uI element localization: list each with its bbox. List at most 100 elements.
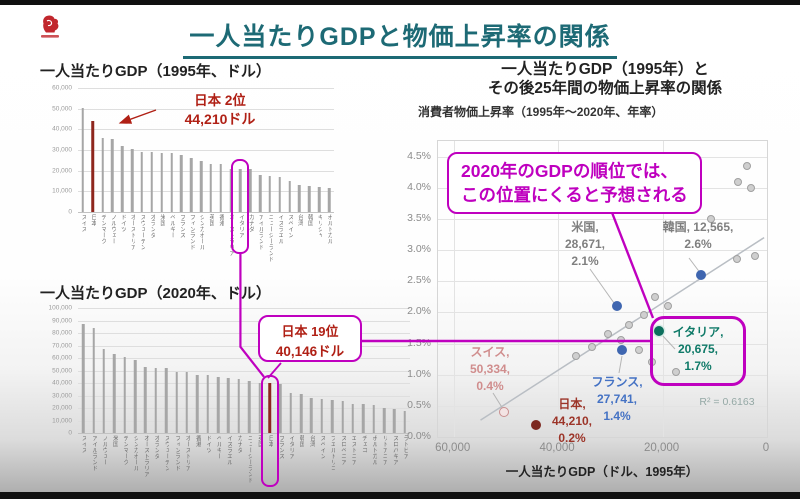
scatter-x-axis-title: 一人当たりGDP（ドル、1995年） bbox=[505, 465, 699, 479]
scatter-label-line: スイス, bbox=[470, 345, 510, 359]
bar-label: カナダ bbox=[247, 214, 254, 232]
magenta-highlight-日本 bbox=[260, 374, 279, 487]
bar-スイス bbox=[81, 324, 85, 433]
bar-column: 英国 bbox=[254, 308, 264, 447]
bar-オランダ bbox=[150, 152, 154, 212]
scatter-gridline-v bbox=[662, 141, 664, 437]
bar-label: オーストリア bbox=[184, 435, 191, 471]
bar-column: 香港 bbox=[192, 308, 202, 447]
letterbox-top bbox=[0, 0, 800, 5]
bar-デンマーク bbox=[123, 356, 126, 433]
scatter-point bbox=[635, 345, 644, 354]
scatter-label-line: フランス, bbox=[591, 375, 643, 389]
bar-label: アイルランド bbox=[257, 214, 264, 250]
scatter-label-line: 28,671, bbox=[564, 237, 606, 251]
bar-label: シンガポール bbox=[198, 214, 205, 250]
scatter-title-line1: 一人当たりGDP（1995年）と bbox=[501, 61, 709, 78]
bar-label: ドイツ bbox=[119, 214, 126, 232]
scatter-label-フランス: フランス, 27,741, 1.4% bbox=[582, 374, 652, 425]
scatter-gridline-h bbox=[438, 405, 767, 407]
bar-ノルウェー bbox=[102, 348, 106, 433]
logo-crest-icon bbox=[40, 15, 60, 45]
scatter-y-tick: 0.0% bbox=[407, 430, 431, 442]
bar-label: デンマーク bbox=[99, 214, 106, 244]
bar-シンガポール bbox=[199, 160, 203, 212]
bar-ドイツ bbox=[206, 375, 209, 433]
bar-エストニア bbox=[351, 403, 355, 433]
scatter-label-line: 米国, bbox=[571, 220, 599, 234]
bar-label: 韓国 bbox=[306, 214, 313, 226]
bar-ドイツ bbox=[121, 145, 124, 212]
gridline bbox=[78, 129, 334, 131]
bar-フランス bbox=[279, 384, 282, 433]
leader-france bbox=[618, 355, 623, 374]
bar-column: 日本 bbox=[88, 88, 98, 226]
leader-swiss bbox=[492, 392, 504, 410]
scatter-point bbox=[640, 311, 649, 320]
scatter-label-line: 韓国, 12,565, bbox=[662, 220, 734, 234]
scatter-y-tick: 4.5% bbox=[407, 149, 431, 162]
y-tick-label: 30,000 bbox=[52, 146, 72, 154]
bar-韓国 bbox=[308, 186, 311, 212]
bar-label: 台湾 bbox=[296, 214, 303, 226]
bar-オーストリア bbox=[130, 149, 134, 212]
bar-英国 bbox=[258, 382, 261, 433]
gridline bbox=[78, 420, 410, 422]
bar-スウェーデン bbox=[164, 367, 168, 433]
scatter-x-tick: 0 bbox=[762, 442, 770, 454]
scatter-y-tick: 4.0% bbox=[407, 180, 431, 193]
y-tick-label: 0 bbox=[68, 429, 72, 437]
bar-column: フィンランド bbox=[171, 308, 181, 471]
gridline bbox=[78, 395, 410, 397]
bar-column: デンマーク bbox=[120, 308, 130, 465]
bar-label: フランス bbox=[277, 435, 284, 459]
scatter-point-韓国 bbox=[696, 269, 707, 280]
bar-column: エストニア bbox=[348, 308, 358, 465]
bar-label: プエルトリコ bbox=[329, 435, 336, 471]
bar-アイルランド bbox=[258, 174, 262, 212]
bar-column: ラトビア bbox=[400, 308, 410, 459]
scatter-label-韓国: 韓国, 12,565, 2.6% bbox=[626, 219, 770, 253]
scatter-point bbox=[603, 330, 612, 339]
scatter-point bbox=[747, 183, 756, 192]
bar-label: シンガポール bbox=[132, 435, 139, 471]
bar-column: イタリア bbox=[286, 308, 296, 459]
bar-label: スロバキア bbox=[391, 435, 398, 465]
bar-label: スウェーデン bbox=[163, 435, 170, 471]
prediction-callout-line1: 2020年のGDPの順位では、 bbox=[461, 161, 678, 181]
bar-オランダ bbox=[154, 367, 158, 433]
chart-2020: 100,000 90,000 80,000 70,000 60,000 50,000 40,… bbox=[40, 305, 410, 487]
scatter-label-line: 27,741, bbox=[596, 392, 638, 406]
bar-ニュージーランド bbox=[247, 381, 251, 433]
scatter-x-tick: 40,000 bbox=[539, 442, 575, 454]
bar-米国 bbox=[160, 152, 163, 212]
bar-スペイン bbox=[288, 180, 291, 212]
bar-column: シンガポール bbox=[196, 88, 206, 250]
bar-イタリア bbox=[289, 393, 292, 433]
gridline bbox=[78, 88, 334, 89]
scatter-point bbox=[671, 367, 680, 376]
chart-1995: 60,000 50,000 40,000 30,000 20,000 10,000 0 スイ… bbox=[40, 85, 334, 262]
prediction-callout: 2020年のGDPの順位では、 この位置にくると予想される bbox=[447, 152, 702, 214]
bar-label: スウェーデン bbox=[139, 214, 146, 250]
bar-チェコ bbox=[362, 404, 365, 433]
scatter-y-tick: 3.0% bbox=[407, 243, 431, 256]
bar-label: 英国 bbox=[256, 435, 263, 447]
bar-column: 米国 bbox=[109, 308, 119, 447]
bar-ノルウェー bbox=[111, 139, 114, 212]
bar-ギリシャ bbox=[317, 186, 321, 212]
bar-アイルランド bbox=[92, 328, 95, 433]
bar-label: オランダ bbox=[148, 214, 155, 238]
bar-column: オーストリア bbox=[127, 88, 137, 250]
letterbox-bottom bbox=[0, 492, 800, 499]
scatter-point-スイス bbox=[499, 407, 510, 418]
bar-column: ギリシャ bbox=[314, 88, 324, 238]
gridline bbox=[78, 383, 410, 384]
bar-column: ポルトガル bbox=[369, 308, 379, 465]
scatter-point-日本 bbox=[531, 419, 542, 430]
bar-column: スウェーデン bbox=[137, 88, 147, 250]
bar-label: スイス bbox=[80, 214, 87, 232]
scatter-y-tick: 2.0% bbox=[407, 305, 431, 318]
scatter-label-日本: 日本, 44,210, 0.2% bbox=[537, 396, 607, 447]
bar-label: スペイン bbox=[286, 214, 293, 238]
